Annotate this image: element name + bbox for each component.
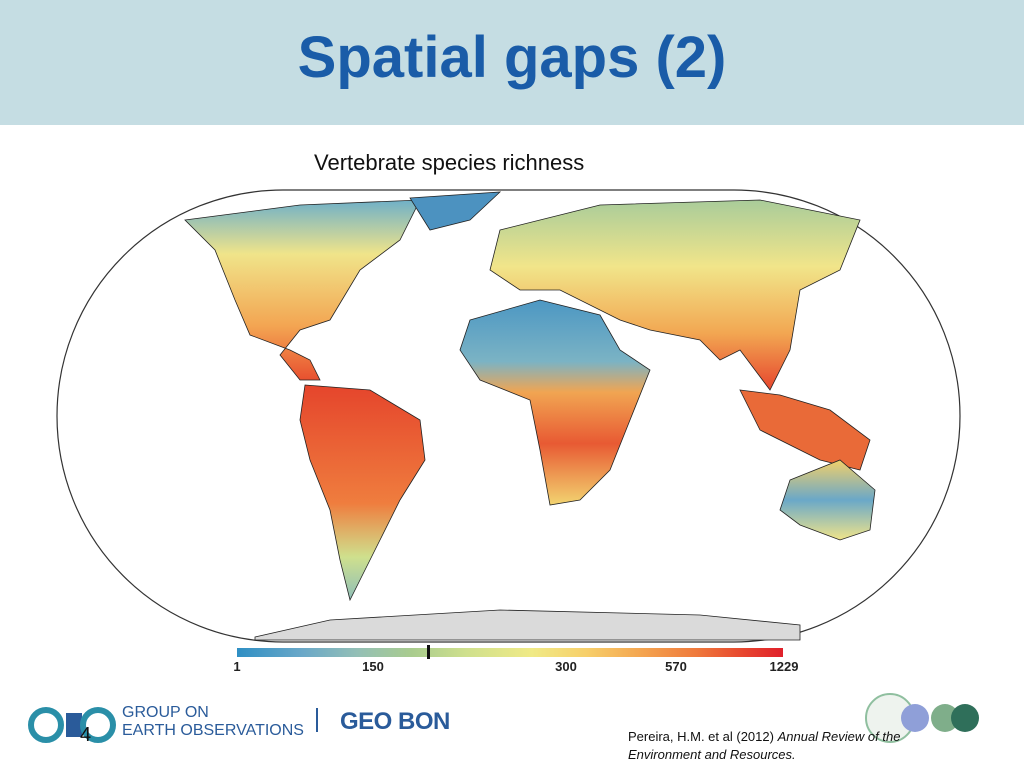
geo-logo <box>28 707 116 743</box>
geo-line: GROUP ON <box>122 704 209 721</box>
geobon-logo: GEO BON <box>340 708 450 735</box>
citation-journal: Annual Review of the Environment and Res… <box>628 729 901 762</box>
citation-text: Pereira, H.M. et al (2012) <box>628 729 774 744</box>
world-map <box>56 189 961 643</box>
color-scale <box>237 648 783 657</box>
slide-title: Spatial gaps (2) <box>297 25 727 90</box>
scale-label: 1 <box>233 659 241 674</box>
figure-title: Vertebrate species richness <box>314 150 585 175</box>
scale-label: 300 <box>555 659 577 674</box>
scale-marker <box>427 645 430 659</box>
geo-line: EARTH OBSERVATIONS <box>122 722 304 739</box>
geobon-circles <box>865 693 979 743</box>
scale-label: 1229 <box>769 659 799 674</box>
separator <box>316 708 318 732</box>
scale-label: 570 <box>665 659 687 674</box>
page-number: 4 <box>80 724 92 746</box>
citation: Pereira, H.M. et al (2012) Annual Review… <box>628 728 968 764</box>
scale-label: 150 <box>362 659 384 674</box>
header-band <box>0 0 1024 125</box>
